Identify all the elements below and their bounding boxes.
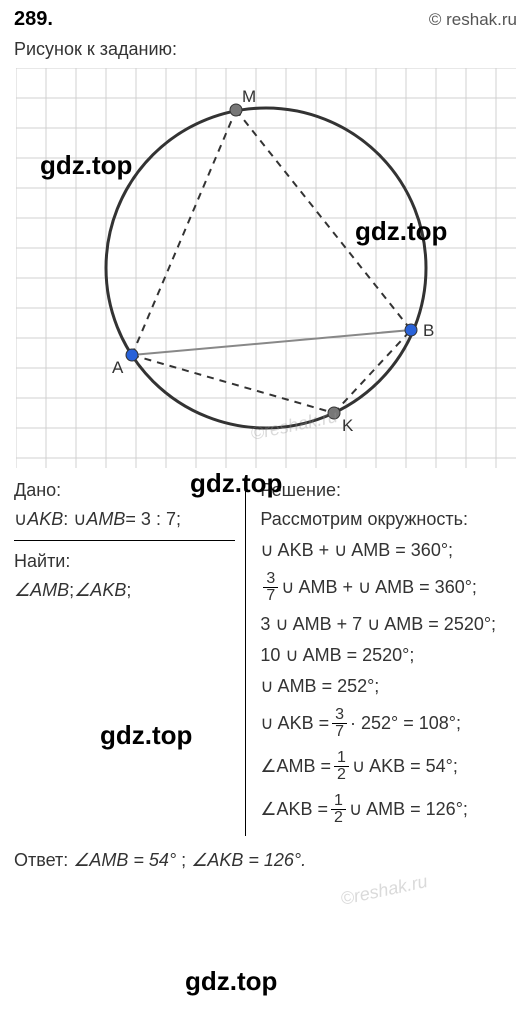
sol-line6: ∪ AMB = 252°; (260, 676, 517, 697)
given-akb: AKB (27, 509, 63, 530)
diagram-svg: M B K A (16, 68, 516, 468)
frac-1-2b: 1 2 (331, 793, 346, 826)
sol9-pre: ∠AKB = (260, 799, 328, 820)
given-mid: : ∪ (63, 509, 86, 530)
frac-den: 7 (263, 588, 278, 604)
find-end: ; (126, 580, 131, 601)
sol-line2: ∪ AKB + ∪ AMB = 360°; (260, 540, 517, 561)
copyright-text: © reshak.ru (429, 10, 517, 30)
frac-den: 2 (331, 810, 346, 826)
sol7-post: · 252° = 108°; (350, 713, 461, 734)
svg-text:A: A (112, 358, 124, 377)
sol-line9: ∠AKB = 1 2 ∪ AMB = 126°; (260, 793, 517, 826)
find-label: Найти: (14, 551, 235, 572)
arc-symbol: ∪ (14, 509, 27, 530)
frac-3-7: 3 7 (263, 571, 278, 604)
given-amb: AMB (86, 509, 125, 530)
find-angle1: ∠AMB (14, 580, 69, 601)
sol-line5: 10 ∪ AMB = 2520°; (260, 645, 517, 666)
svg-text:B: B (423, 321, 434, 340)
frac-num: 1 (334, 750, 349, 767)
svg-text:K: K (342, 416, 354, 435)
subtitle: Рисунок к заданию: (0, 35, 531, 68)
solution-label: Решение: (260, 480, 517, 501)
sol8-post: ∪ AKB = 54°; (352, 756, 458, 777)
given-label: Дано: (14, 480, 235, 501)
watermark-gdz: gdz.top (185, 966, 277, 997)
answer-sep: ; (181, 850, 191, 870)
sol-line3-rest: ∪ AMB + ∪ AMB = 360°; (281, 577, 477, 598)
sol9-post: ∪ AMB = 126°; (349, 799, 468, 820)
sol7-pre: ∪ AKB = (260, 713, 329, 734)
sol-line1: Рассмотрим окружность: (260, 509, 517, 530)
divider (14, 540, 235, 541)
frac-1-2: 1 2 (334, 750, 349, 783)
find-angle2: ∠AKB (74, 580, 126, 601)
frac-den: 7 (332, 724, 347, 740)
answer-part1: ∠AMB = 54° (73, 850, 176, 870)
frac-num: 3 (332, 707, 347, 724)
right-column: Решение: Рассмотрим окружность: ∪ AKB + … (245, 480, 517, 836)
answer-part2: ∠AKB = 126°. (191, 850, 306, 870)
svg-text:M: M (242, 87, 256, 106)
diagram: M B K A (16, 68, 516, 468)
solution-area: Дано: ∪ AKB : ∪ AMB = 3 : 7; Найти: ∠AMB… (0, 468, 531, 836)
answer-label: Ответ: (14, 850, 73, 870)
frac-num: 1 (331, 793, 346, 810)
sol8-pre: ∠AMB = (260, 756, 331, 777)
problem-number: 289. (14, 8, 53, 31)
sol-line8: ∠AMB = 1 2 ∪ AKB = 54°; (260, 750, 517, 783)
sol-line7: ∪ AKB = 3 7 · 252° = 108°; (260, 707, 517, 740)
find-line: ∠AMB ; ∠AKB ; (14, 580, 235, 601)
sol-line3: 3 7 ∪ AMB + ∪ AMB = 360°; (260, 571, 517, 604)
answer-line: Ответ: ∠AMB = 54° ; ∠AKB = 126°. (0, 836, 531, 881)
sol-line4: 3 ∪ AMB + 7 ∪ AMB = 2520°; (260, 614, 517, 635)
given-line: ∪ AKB : ∪ AMB = 3 : 7; (14, 509, 235, 530)
given-suffix: = 3 : 7; (125, 509, 181, 530)
frac-num: 3 (263, 571, 278, 588)
frac-3-7b: 3 7 (332, 707, 347, 740)
frac-den: 2 (334, 767, 349, 783)
left-column: Дано: ∪ AKB : ∪ AMB = 3 : 7; Найти: ∠AMB… (14, 480, 245, 836)
